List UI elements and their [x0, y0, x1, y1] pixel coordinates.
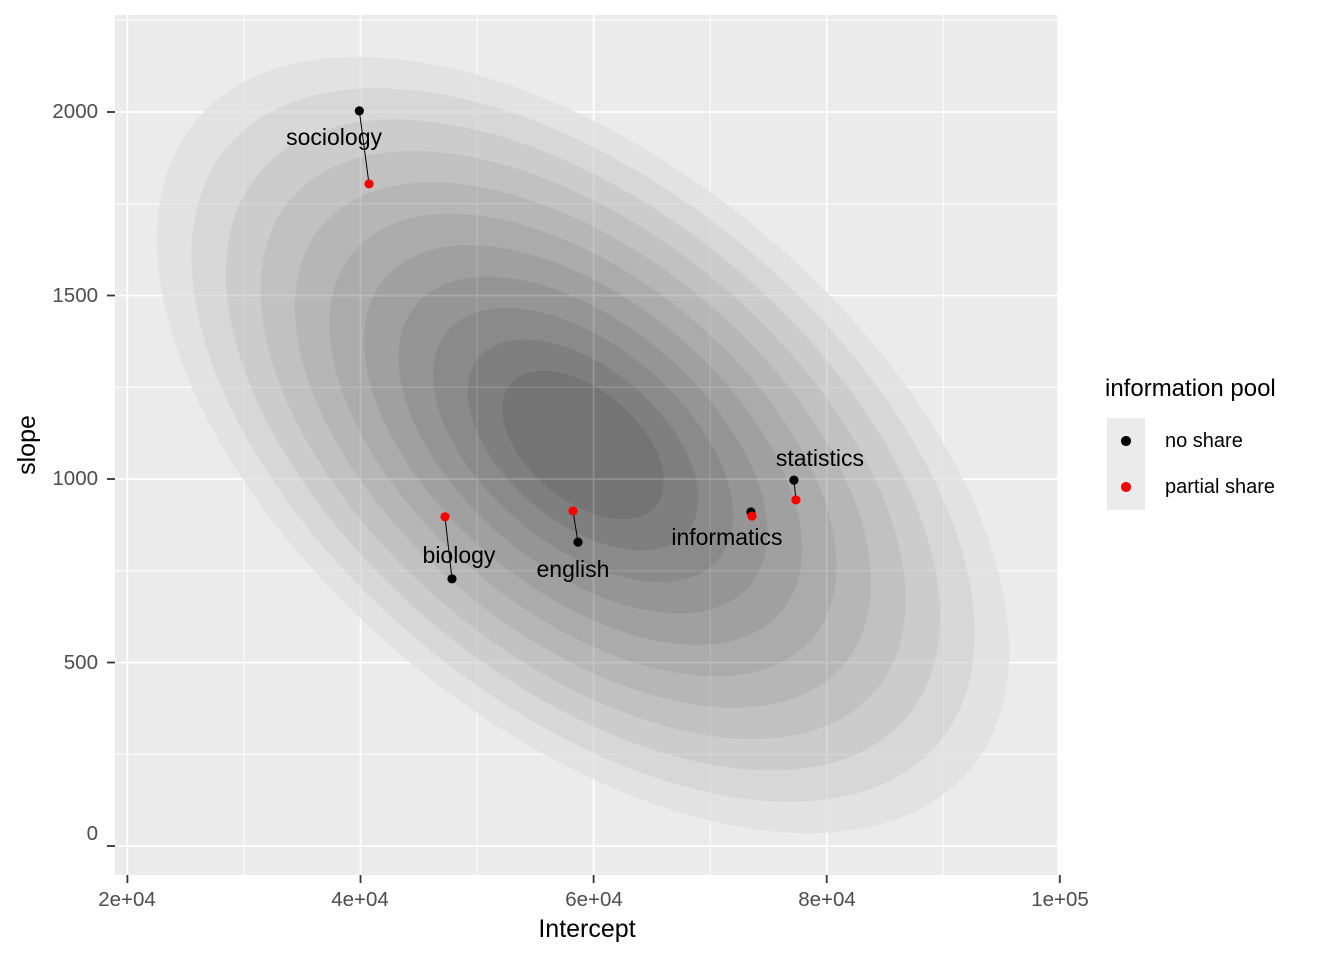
legend-item-label: no share [1165, 429, 1243, 452]
partial-share-dot-icon [1121, 482, 1131, 492]
x-axis-title: Intercept [538, 915, 636, 943]
y-tick-label-0: 0 [86, 822, 98, 845]
pair-informatics: informatics [671, 507, 783, 550]
partial-share-point [440, 512, 450, 522]
group-label: statistics [776, 445, 864, 471]
legend-key-box [1107, 418, 1145, 464]
density-contour-band [502, 370, 664, 520]
no-share-point [573, 537, 583, 547]
x-tick-label-2e04: 2e+04 [98, 888, 156, 911]
no-share-point [789, 475, 799, 485]
x-tick-label-4e04: 4e+04 [331, 888, 389, 911]
y-tick-label-2000: 2000 [52, 100, 98, 123]
group-label: english [537, 556, 610, 582]
pair-connector [444, 516, 453, 579]
partial-share-point [747, 511, 757, 521]
group-label: biology [423, 542, 496, 568]
legend-item-partial-share: partial share [1105, 464, 1276, 510]
group-label: sociology [286, 124, 382, 150]
point-pairs: sociology biology english informatics statis… [286, 106, 864, 584]
legend-item-no-share: no share [1105, 418, 1276, 464]
pair-sociology: sociology [286, 106, 382, 189]
group-label: informatics [671, 524, 782, 550]
pair-biology: biology [423, 512, 496, 584]
axis-tick-marks [107, 111, 1061, 883]
legend: information pool no share partial share [1105, 374, 1276, 510]
y-tick-label-1500: 1500 [52, 283, 98, 307]
pair-connector [358, 110, 370, 184]
partial-share-point [568, 506, 578, 516]
legend-item-label: partial share [1165, 475, 1276, 498]
density-contours [156, 56, 1010, 834]
pair-connector [572, 510, 579, 543]
legend-key-box [1107, 464, 1145, 510]
no-share-point [354, 106, 364, 116]
pair-english: english [537, 506, 610, 582]
partial-share-point [364, 179, 374, 189]
pair-statistics: statistics [776, 445, 864, 505]
legend-title: information pool [1105, 375, 1276, 402]
partial-share-point [791, 495, 801, 505]
x-tick-label-1e05: 1e+05 [1031, 888, 1089, 911]
y-tick-label-1000: 1000 [52, 467, 98, 490]
y-axis-title: slope [13, 415, 41, 475]
x-tick-label-8e04: 8e+04 [798, 888, 856, 911]
x-tick-label-6e04: 6e+04 [565, 888, 623, 911]
no-share-point [447, 574, 457, 584]
y-tick-label-500: 500 [63, 650, 98, 674]
no-share-dot-icon [1121, 436, 1131, 446]
